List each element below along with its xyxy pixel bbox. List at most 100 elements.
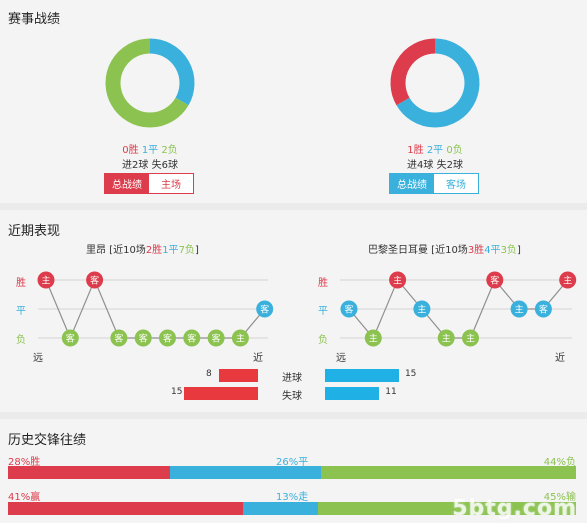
home-form-line (45, 278, 266, 340)
away-form-dot (486, 271, 504, 289)
away-form-dot (559, 271, 577, 289)
home-conceded-value: 15 (171, 387, 183, 397)
home-form-losses: 7负 (178, 245, 195, 256)
home-form-venue: 客 (212, 333, 221, 345)
away-form-open: [近10场 (428, 245, 468, 256)
record-title: 赛事战绩 (8, 12, 61, 27)
away-form-line (348, 278, 569, 340)
h2h-handicap-segment-left (8, 502, 244, 515)
away-form-venue: 主 (563, 275, 572, 287)
home-form-close: ] (194, 245, 199, 256)
h2h-results-segment-right (320, 466, 576, 479)
away-loss-count: 0负 (446, 145, 463, 156)
away-axis-near: 近 (555, 353, 565, 364)
away-form-point: 主 (364, 329, 382, 347)
home-form-header: 里昂 [近10场2胜1平7负] (86, 241, 199, 256)
away-form-point: 主 (437, 329, 455, 347)
away-tab-venue[interactable]: 客场 (434, 174, 478, 193)
home-form-point: 客 (61, 329, 79, 347)
home-form-point: 客 (86, 271, 104, 289)
home-form-venue: 客 (260, 304, 269, 316)
h2h-results-segment-mid (170, 466, 321, 479)
away-win-count: 1胜 (407, 145, 424, 156)
home-tab-venue[interactable]: 主场 (149, 174, 193, 193)
away-axis-loss: 负 (318, 335, 328, 346)
form-title: 近期表现 (8, 224, 61, 239)
away-axis-win: 胜 (318, 278, 328, 289)
home-axis-win: 胜 (16, 278, 26, 289)
home-tab-total[interactable]: 总战绩 (105, 174, 149, 193)
away-form-dot (340, 300, 358, 318)
away-form-dot (510, 300, 528, 318)
home-form-venue: 客 (66, 333, 75, 345)
home-form-point: 客 (134, 329, 152, 347)
home-form-venue: 主 (236, 333, 245, 345)
home-axis-near: 近 (253, 353, 263, 364)
away-form-point: 主 (510, 300, 528, 318)
away-record-summary: 1胜 2平 0负 (385, 141, 485, 156)
home-form-team: 里昂 (86, 245, 106, 256)
home-record-summary: 0胜 1平 2负 (100, 141, 200, 156)
home-form-venue: 客 (114, 333, 123, 345)
home-form-dot (61, 329, 79, 347)
home-form-venue: 客 (90, 275, 99, 287)
home-axis-far: 远 (33, 353, 43, 364)
home-form-point: 主 (231, 329, 249, 347)
home-form-point: 客 (207, 329, 225, 347)
away-form-close: ] (516, 245, 521, 256)
home-form-draws: 1平 (162, 245, 179, 256)
away-conceded-value: 11 (385, 387, 397, 397)
away-form-venue: 主 (393, 275, 402, 287)
home-form-dot (256, 300, 274, 318)
form-panel: 近期表现 里昂 [近10场2胜1平7负] 巴黎圣日耳曼 [近10场3胜4平3负]… (0, 210, 587, 412)
h2h-results-segment-left (8, 466, 171, 479)
away-form-point: 主 (462, 329, 479, 347)
away-scored-bar (325, 369, 399, 382)
form-chart: 主客客客客客客客主客 客主主主主 主客主 客主 (37, 271, 577, 347)
conceded-label: 失球 (282, 391, 302, 402)
home-form-dot (231, 329, 249, 347)
away-form-dot (389, 271, 407, 289)
away-form-venue: 客 (539, 304, 548, 316)
home-scored-bar (218, 369, 258, 382)
home-form-venue: 主 (41, 275, 50, 287)
home-form-point: 客 (256, 300, 274, 318)
away-donut-win-segment (390, 38, 436, 106)
h2h-handicap-segment-mid (243, 502, 318, 515)
home-form-dot (86, 271, 104, 289)
home-loss-count: 2负 (161, 145, 178, 156)
h2h-handicap-push-label: 13%走 (276, 492, 309, 503)
home-form-open: [近10场 (106, 245, 146, 256)
away-record-toggle: 总战绩 客场 (389, 173, 479, 194)
h2h-loss-label: 44%负 (543, 457, 576, 468)
away-form-dot (437, 329, 455, 347)
away-form-venue: 客 (344, 304, 353, 316)
away-form-venue: 主 (442, 333, 451, 345)
home-form-point: 主 (37, 271, 55, 289)
home-form-dot (134, 329, 152, 347)
home-donut-loss-segment (105, 38, 189, 128)
home-record-donut (105, 38, 195, 128)
home-goals-summary: 进2球 失6球 (122, 160, 178, 171)
scored-label: 进球 (282, 373, 302, 384)
away-tab-total[interactable]: 总战绩 (390, 174, 434, 193)
away-draw-count: 2平 (426, 145, 444, 156)
away-form-header: 巴黎圣日耳曼 [近10场3胜4平3负] (368, 241, 521, 256)
away-record-donut (390, 38, 480, 128)
home-form-venue: 客 (139, 333, 148, 345)
home-form-point: 客 (183, 329, 201, 347)
h2h-handicap-loss-label: 45%输 (543, 492, 576, 503)
home-axis-draw: 平 (16, 306, 26, 317)
home-form-dot (183, 329, 201, 347)
away-form-venue: 主 (369, 333, 378, 345)
home-form-dot (159, 329, 176, 347)
away-form-point: 主 (559, 271, 577, 289)
away-form-losses: 3负 (500, 245, 517, 256)
away-form-venue: 客 (490, 275, 499, 287)
h2h-draw-label: 26%平 (276, 457, 309, 468)
h2h-handicap-bar (8, 502, 576, 515)
away-donut-draw-segment (396, 38, 480, 128)
home-donut-draw-segment (149, 38, 195, 106)
away-form-dot (413, 300, 431, 318)
away-scored-value: 15 (404, 369, 417, 379)
